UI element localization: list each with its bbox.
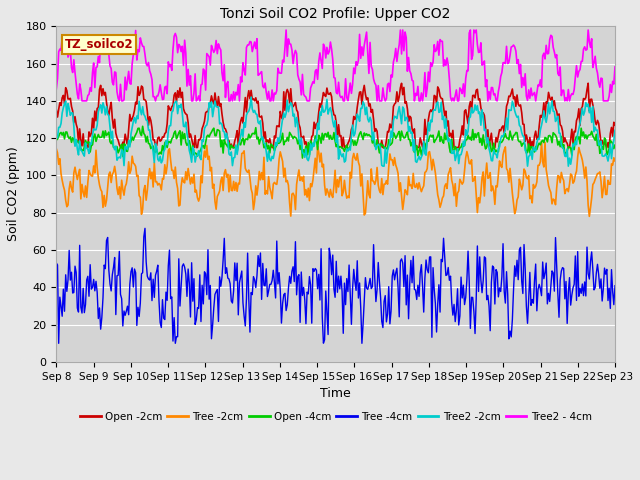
Y-axis label: Soil CO2 (ppm): Soil CO2 (ppm)	[7, 147, 20, 241]
Title: Tonzi Soil CO2 Profile: Upper CO2: Tonzi Soil CO2 Profile: Upper CO2	[221, 7, 451, 21]
Legend: Open -2cm, Tree -2cm, Open -4cm, Tree -4cm, Tree2 -2cm, Tree2 - 4cm: Open -2cm, Tree -2cm, Open -4cm, Tree -4…	[76, 408, 596, 426]
X-axis label: Time: Time	[320, 387, 351, 400]
Text: TZ_soilco2: TZ_soilco2	[65, 38, 133, 51]
